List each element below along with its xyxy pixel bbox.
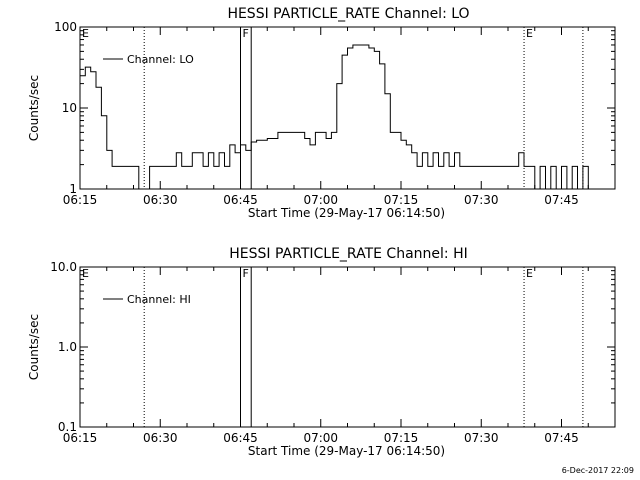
x-axis-label: Start Time (29-May-17 06:14:50)	[248, 206, 445, 220]
time-marker-label: F	[243, 27, 249, 40]
chart-title: HESSI PARTICLE_RATE Channel: LO	[227, 6, 469, 22]
x-tick-label: 06:15	[63, 431, 98, 445]
x-tick-label: 06:45	[223, 193, 258, 207]
y-axis-label: Counts/sec	[27, 75, 41, 141]
x-tick-label: 07:00	[303, 193, 338, 207]
y-tick-label: 10	[62, 101, 77, 115]
x-tick-label: 07:30	[464, 193, 499, 207]
time-marker-label: E	[526, 27, 533, 40]
chart-title: HESSI PARTICLE_RATE Channel: HI	[229, 246, 467, 262]
x-tick-label: 07:45	[544, 193, 579, 207]
x-tick-label: 07:30	[464, 431, 499, 445]
y-tick-label: 100	[54, 20, 77, 34]
x-tick-label: 07:45	[544, 431, 579, 445]
x-tick-label: 07:15	[384, 431, 419, 445]
x-tick-label: 06:45	[223, 431, 258, 445]
legend-label: Channel: HI	[127, 293, 191, 306]
plot-frame	[79, 266, 616, 428]
chart-panel-1: HESSI PARTICLE_RATE Channel: LO 06:15 06:3…	[27, 6, 616, 220]
x-tick-label: 06:30	[143, 193, 178, 207]
time-marker-label: F	[243, 267, 249, 280]
chart-panel-2: HESSI PARTICLE_RATE Channel: HI 06:15 06:3…	[27, 246, 616, 458]
time-marker-label: E	[82, 27, 89, 40]
footer-date: 6-Dec-2017 22:09	[561, 466, 634, 475]
x-tick-label: 07:00	[303, 431, 338, 445]
y-tick-label: 10.0	[50, 260, 77, 274]
legend-label: Channel: LO	[127, 53, 194, 66]
x-tick-label: 07:15	[384, 193, 419, 207]
y-tick-label: 1	[69, 182, 77, 196]
time-marker-label: E	[526, 267, 533, 280]
y-tick-label: 0.1	[58, 420, 77, 434]
x-axis-label: Start Time (29-May-17 06:14:50)	[248, 444, 445, 458]
time-marker-label: E	[82, 267, 89, 280]
y-axis-label: Counts/sec	[27, 314, 41, 380]
y-tick-label: 1.0	[58, 340, 77, 354]
x-tick-label: 06:15	[63, 193, 98, 207]
series-line-1	[80, 44, 594, 190]
x-tick-label: 06:30	[143, 431, 178, 445]
